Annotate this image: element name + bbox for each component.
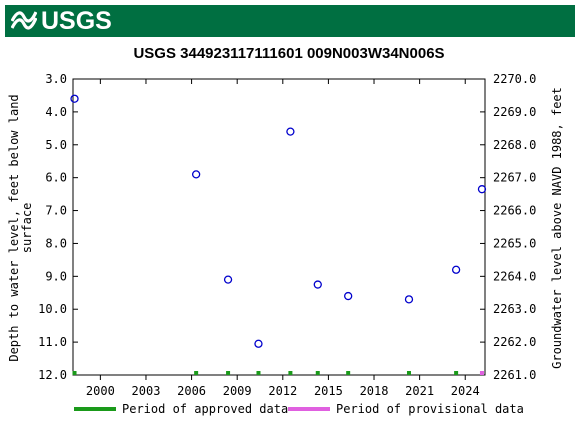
y-left-tick-label: 8.0 [45,236,67,250]
plot-area [72,78,486,376]
data-point [223,275,233,284]
data-series [70,94,487,348]
y-right-tick-label: 2268.0 [493,138,536,152]
x-tick-label: 2024 [451,384,480,398]
usgs-banner: USGS [5,5,575,37]
data-point [451,265,461,274]
approved-period-mark [406,371,411,375]
y-axis-left-label-line: Depth to water level, feet below land [7,94,21,361]
approved-period-mark [194,371,199,375]
data-point [70,94,79,103]
y-right-tick-label: 2267.0 [493,171,536,185]
legend: Period of approved data Period of provis… [74,402,524,416]
y-left-tick-label: 12.0 [38,368,67,382]
y-axis-left: 3.0 4.0 5.0 6.0 7.0 8.0 9.0 10.0 11.0 12.0 [38,72,78,382]
y-left-tick-label: 3.0 [45,72,67,86]
y-axis-left-label: Depth to water level, feet below land sur… [7,94,34,361]
y-right-tick-label: 2263.0 [493,302,536,316]
x-tick-label: 2021 [405,384,434,398]
data-point [344,291,353,301]
data-point [404,295,414,304]
approved-period-mark [315,371,320,375]
data-point [477,185,487,194]
approved-period-mark [72,371,77,375]
y-right-tick-label: 2265.0 [493,236,536,250]
y-left-tick-label: 11.0 [38,335,67,349]
x-tick-label: 2006 [177,384,206,398]
approved-period-mark [346,371,351,375]
usgs-wave-icon [11,11,37,30]
y-right-tick-label: 2261.0 [493,368,536,382]
approved-period-mark [226,371,231,375]
y-left-tick-label: 5.0 [45,138,67,152]
x-axis: 2000 2003 2006 2009 2012 2015 2018 2021 2024 [86,79,480,398]
approval-period-marks [72,371,484,375]
provisional-period-mark [479,371,484,375]
x-tick-label: 2009 [223,384,252,398]
y-left-tick-label: 6.0 [45,171,67,185]
x-tick-label: 2012 [268,384,297,398]
y-left-tick-label: 10.0 [38,302,67,316]
chart-title: USGS 344923117111601 009N003W34N006S [133,45,444,62]
approved-period-mark [454,371,459,375]
y-right-tick-label: 2262.0 [493,335,536,349]
data-point [254,339,263,348]
approved-period-mark [256,371,261,375]
y-right-tick-label: 2266.0 [493,204,536,218]
y-axis-right-label: Groundwater level above NAVD 1988, feet [550,87,564,369]
y-left-tick-label: 7.0 [45,204,67,218]
usgs-logo: USGS [11,6,112,35]
y-axis-right: 2270.0 2269.0 2268.0 2267.0 2266.0 2265.0 2264… [480,72,536,382]
y-axis-left-label-line: surface [20,203,34,254]
data-point [286,127,295,136]
y-right-tick-label: 2269.0 [493,105,536,119]
data-point [191,170,201,179]
y-left-tick-label: 9.0 [45,269,67,283]
legend-approved-label: Period of approved data [122,402,288,416]
y-right-tick-label: 2270.0 [493,72,536,86]
y-right-tick-label: 2264.0 [493,269,536,283]
data-point [313,280,322,289]
x-tick-label: 2018 [360,384,389,398]
approved-period-mark [288,371,293,375]
x-tick-label: 2003 [132,384,161,398]
x-tick-label: 2000 [86,384,115,398]
x-tick-label: 2015 [314,384,343,398]
usgs-logo-text: USGS [41,6,112,35]
legend-provisional-label: Period of provisional data [336,402,524,416]
y-left-tick-label: 4.0 [45,105,67,119]
